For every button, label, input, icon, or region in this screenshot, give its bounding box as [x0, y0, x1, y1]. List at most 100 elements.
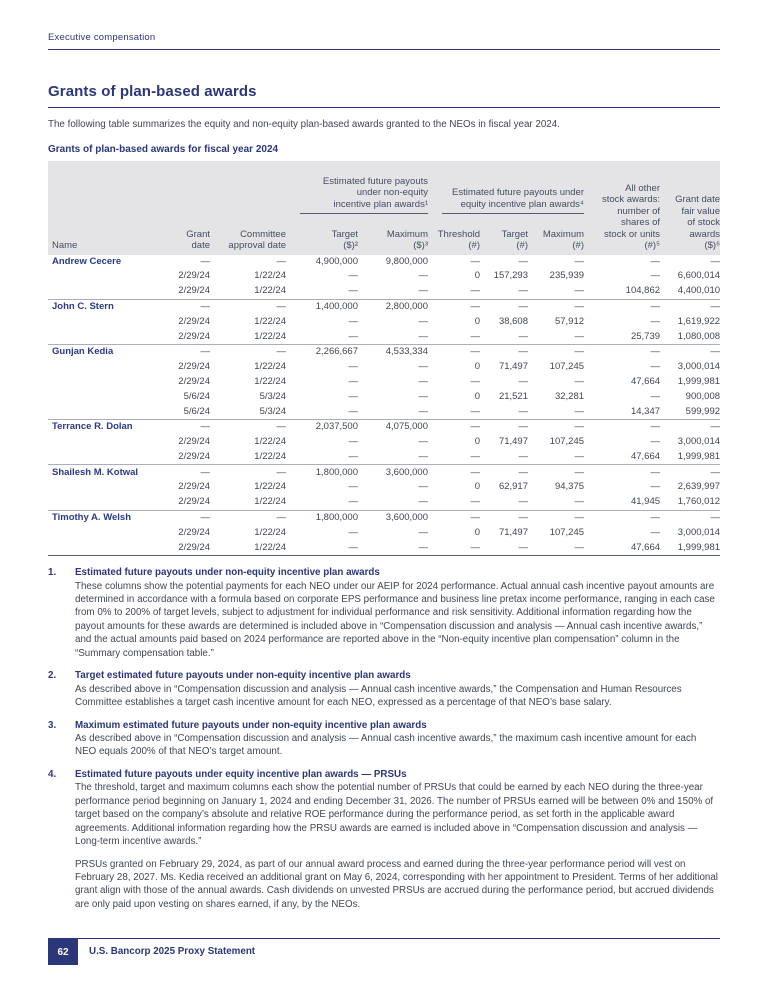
table-cell: — [480, 464, 528, 481]
table-row: 2/29/24 1/22/24 — — 0 62,917 94,375 — 2,639,997 [48, 480, 720, 495]
table-cell: — [650, 315, 661, 327]
table-cell: — [348, 361, 359, 373]
table-cell: 1,400,000 [286, 298, 358, 315]
table-cell: — [528, 344, 585, 360]
footnote-number: 2. [48, 670, 57, 682]
footnote: 4. Estimated future payouts under equity … [48, 768, 720, 911]
table-cell: — [518, 405, 529, 417]
table-cell: 2/29/24 [178, 526, 210, 538]
table-cell: 4,075,000 [358, 419, 428, 435]
table-cell: 2/29/24 [178, 450, 210, 462]
table-cell: 104,862 [625, 285, 661, 297]
table-cell: — [528, 509, 585, 526]
table-cell: — [418, 405, 429, 417]
table-cell: — [418, 481, 429, 493]
table-cell: — [650, 526, 661, 538]
table-cell: — [348, 405, 359, 417]
col-group-non-equity: Estimated future payouts under non-equit… [286, 161, 428, 226]
table-cell: — [470, 285, 481, 297]
table-cell: — [480, 540, 528, 557]
table-cell: 2/29/24 [178, 315, 210, 327]
table-cell: — [418, 315, 429, 327]
table-cell: 3,000,014 [677, 436, 721, 448]
table-cell: — [660, 509, 721, 526]
table-cell: — [160, 298, 210, 315]
table-cell: 3,000,014 [677, 361, 721, 373]
table-cell: 157,293 [493, 270, 528, 282]
neo-name-cell: John C. Stern [48, 298, 160, 315]
table-cell: 6,600,014 [677, 270, 721, 282]
table-cell: — [650, 390, 661, 402]
table-cell: — [584, 509, 661, 526]
table-cell: — [470, 405, 481, 417]
table-cell: — [160, 509, 210, 526]
table-cell: — [470, 255, 481, 267]
neo-name-cell [48, 390, 160, 405]
table-cell: — [210, 344, 286, 360]
table-cell: — [584, 298, 661, 315]
table-row: 2/29/24 1/22/24 — — — — — 41,945 1,760,012 [48, 495, 720, 510]
table-row: 5/6/24 5/3/24 — — — — — 14,347 599,992 [48, 404, 720, 419]
table-cell: 0 [474, 361, 480, 373]
table-cell: — [660, 298, 721, 315]
table-cell: — [348, 330, 359, 342]
neo-name-cell: Terrance R. Dolan [48, 419, 160, 435]
table-cell: — [210, 298, 286, 315]
table-row: Gunjan Kedia — —2,266,667 4,533,334— — — — — [48, 344, 721, 360]
table-cell: — [574, 255, 585, 267]
col-header-maximum-shares: Maximum (#) [528, 225, 585, 255]
table-cell: 2/29/24 [178, 436, 210, 448]
table-cell: 2,639,997 [677, 481, 721, 493]
table-cell: 71,497 [498, 526, 528, 538]
table-cell: — [710, 255, 721, 267]
col-header-all-other-stock: All other stock awards: number of shares… [584, 161, 661, 255]
table-header: Estimated future payouts under non-equit… [48, 161, 721, 255]
table-cell: 107,245 [549, 436, 585, 448]
table-cell: — [470, 375, 481, 387]
neo-name-cell [48, 269, 160, 284]
section-eyebrow: Executive compensation [48, 32, 156, 43]
table-cell: — [358, 540, 428, 557]
table-cell: — [276, 255, 287, 267]
table-cell: 2/29/24 [178, 481, 210, 493]
table-row: 2/29/24 1/22/24 — — — — — 47,664 1,999,981 [48, 375, 720, 390]
footnote-body: Target estimated future payouts under no… [75, 669, 720, 709]
table-cell: 41,945 [630, 496, 661, 508]
table-cell: 9,800,000 [385, 255, 428, 267]
table-cell: — [574, 405, 585, 417]
footnote-paragraph: PRSUs granted on February 29, 2024, as p… [75, 858, 718, 910]
table-cell: 1/22/24 [254, 285, 286, 297]
footnote-title: Estimated future payouts under non-equit… [75, 567, 380, 579]
table-cell: 1,800,000 [286, 464, 358, 481]
table-cell: — [428, 298, 480, 315]
table-cell: — [160, 419, 210, 435]
footnote: 3. Maximum estimated future payouts under… [48, 719, 720, 759]
table-cell: — [418, 361, 429, 373]
table-cell: 1/22/24 [254, 496, 286, 508]
table-cell: — [348, 496, 359, 508]
table-cell: 32,281 [554, 390, 585, 402]
table-cell: — [348, 285, 359, 297]
col-header-grant-date-fair-value: Grant date fair value of stock awards ($… [660, 161, 721, 255]
table-cell: — [470, 330, 481, 342]
table-cell: 47,664 [630, 450, 661, 462]
table-cell: 71,497 [498, 436, 528, 448]
table-cell: 0 [474, 390, 480, 402]
table-cell: 1/22/24 [254, 270, 286, 282]
table-row: Terrance R. Dolan — —2,037,500 4,075,000— — —… [48, 419, 721, 435]
table-row: John C. Stern — —1,400,000 2,800,000— — — — — [48, 298, 721, 315]
table-cell: — [574, 450, 585, 462]
table-cell: 0 [474, 526, 480, 538]
table-cell: — [660, 344, 721, 360]
neo-name-cell [48, 375, 160, 390]
footnote-title: Target estimated future payouts under no… [75, 670, 411, 682]
table-cell: 1,999,981 [660, 540, 721, 557]
table-cell: 4,400,010 [677, 285, 721, 297]
table-cell: 2/29/24 [178, 330, 210, 342]
footnote-title: Estimated future payouts under equity in… [75, 768, 407, 780]
table-cell: 1/22/24 [210, 540, 286, 557]
table-cell: — [428, 464, 480, 481]
table-cell: 38,608 [498, 315, 528, 327]
blank-header-cell [48, 161, 286, 226]
table-cell: 0 [474, 436, 480, 448]
